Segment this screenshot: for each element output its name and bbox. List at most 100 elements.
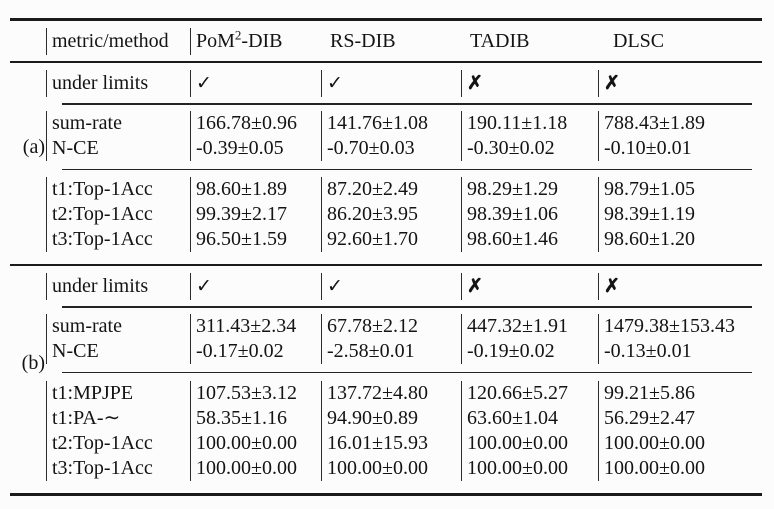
table-row: N-CE -0.39±0.05 -0.70±0.03 -0.30±0.02 -0… bbox=[46, 135, 774, 161]
section-label: (a) bbox=[22, 136, 45, 158]
value-cell: 92.60±1.70 bbox=[321, 227, 461, 252]
metric-cell: N-CE bbox=[46, 135, 190, 161]
column-header-metric-method: metric/method bbox=[46, 27, 190, 55]
check-icon: ✓ bbox=[321, 69, 461, 97]
value-cell: 94.90±0.89 bbox=[321, 406, 461, 431]
section-b-label-column: (b) bbox=[0, 266, 46, 493]
check-icon: ✓ bbox=[321, 272, 461, 300]
value-cell: -0.30±0.02 bbox=[461, 135, 598, 161]
value-cell: -0.10±0.01 bbox=[598, 135, 774, 161]
value-cell: 100.00±0.00 bbox=[190, 431, 321, 456]
value-cell: 1479.38±153.43 bbox=[598, 313, 774, 339]
value-cell: 166.78±0.96 bbox=[190, 110, 321, 136]
partial-rule bbox=[62, 371, 752, 373]
value-cell: 63.60±1.04 bbox=[461, 406, 598, 431]
metric-cell: t2:Top-1Acc bbox=[46, 202, 190, 227]
pose-metrics-group: t1:MPJPE 107.53±3.12 137.72±4.80 120.66±… bbox=[46, 373, 774, 493]
section-separator-rule bbox=[10, 264, 762, 266]
column-header-pom2-dib: PoM2-DIB bbox=[190, 27, 321, 55]
metric-cell: t1:PA-∼ bbox=[46, 406, 190, 431]
metric-cell: sum-rate bbox=[46, 313, 190, 339]
value-cell: 190.11±1.18 bbox=[461, 110, 598, 136]
value-cell: 120.66±5.27 bbox=[461, 381, 598, 406]
table-bottom-rule bbox=[10, 493, 762, 496]
value-cell: 788.43±1.89 bbox=[598, 110, 774, 136]
value-cell: 141.76±1.08 bbox=[321, 110, 461, 136]
metric-cell: sum-rate bbox=[46, 110, 190, 136]
value-cell: 98.79±1.05 bbox=[598, 177, 774, 202]
section-b: (b) under limits ✓ ✓ ✗ ✗ sum-rate 311.43… bbox=[0, 266, 774, 493]
table-row: t2:Top-1Acc 100.00±0.00 16.01±15.93 100.… bbox=[46, 431, 774, 456]
metric-cell: t2:Top-1Acc bbox=[46, 431, 190, 456]
table-row: t1:Top-1Acc 98.60±1.89 87.20±2.49 98.29±… bbox=[46, 177, 774, 202]
value-cell: -2.58±0.01 bbox=[321, 338, 461, 364]
value-cell: 107.53±3.12 bbox=[190, 381, 321, 406]
value-cell: -0.17±0.02 bbox=[190, 338, 321, 364]
cross-icon: ✗ bbox=[598, 272, 774, 300]
value-cell: -0.19±0.02 bbox=[461, 338, 598, 364]
cross-icon: ✗ bbox=[598, 69, 774, 97]
value-cell: 16.01±15.93 bbox=[321, 431, 461, 456]
table-row: t2:Top-1Acc 99.39±2.17 86.20±3.95 98.39±… bbox=[46, 202, 774, 227]
value-cell: 137.72±4.80 bbox=[321, 381, 461, 406]
value-cell: 86.20±3.95 bbox=[321, 202, 461, 227]
section-a-label-column: (a) bbox=[0, 63, 46, 264]
value-cell: -0.70±0.03 bbox=[321, 135, 461, 161]
column-header-rs-dib: RS-DIB bbox=[330, 29, 396, 52]
value-cell: 87.20±2.49 bbox=[321, 177, 461, 202]
under-limits-row: under limits ✓ ✓ ✗ ✗ bbox=[46, 266, 774, 306]
column-header-dlsc: DLSC bbox=[613, 29, 665, 52]
value-cell: 98.39±1.19 bbox=[598, 202, 774, 227]
section-label: (b) bbox=[21, 352, 45, 374]
table-row: sum-rate 166.78±0.96 141.76±1.08 190.11±… bbox=[46, 110, 774, 136]
table-header-row: metric/method PoM2-DIB RS-DIB TADIB DLSC bbox=[46, 21, 774, 61]
table-row: t3:Top-1Acc 96.50±1.59 92.60±1.70 98.60±… bbox=[46, 227, 774, 252]
value-cell: 96.50±1.59 bbox=[190, 227, 321, 252]
value-cell: 98.60±1.89 bbox=[190, 177, 321, 202]
value-cell: 98.39±1.06 bbox=[461, 202, 598, 227]
header-separator-rule bbox=[10, 61, 762, 63]
metric-cell: under limits bbox=[46, 69, 190, 97]
metric-cell: t1:MPJPE bbox=[46, 381, 190, 406]
metric-cell: N-CE bbox=[46, 338, 190, 364]
metric-cell: t1:Top-1Acc bbox=[46, 177, 190, 202]
cross-icon: ✗ bbox=[461, 272, 598, 300]
cross-icon: ✗ bbox=[461, 69, 598, 97]
partial-rule bbox=[62, 103, 752, 105]
metric-cell: under limits bbox=[46, 272, 190, 300]
section-a: (a) under limits ✓ ✓ ✗ ✗ sum-rate 166.78… bbox=[0, 63, 774, 264]
value-cell: 99.21±5.86 bbox=[598, 381, 774, 406]
value-cell: 311.43±2.34 bbox=[190, 313, 321, 339]
value-cell: 67.78±2.12 bbox=[321, 313, 461, 339]
value-cell: 56.29±2.47 bbox=[598, 406, 774, 431]
value-cell: -0.39±0.05 bbox=[190, 135, 321, 161]
column-header-tadib: TADIB bbox=[470, 29, 530, 52]
check-icon: ✓ bbox=[190, 69, 321, 97]
table-row: N-CE -0.17±0.02 -2.58±0.01 -0.19±0.02 -0… bbox=[46, 338, 774, 364]
partial-rule bbox=[62, 168, 752, 170]
value-cell: 100.00±0.00 bbox=[190, 456, 321, 481]
value-cell: 58.35±1.16 bbox=[190, 406, 321, 431]
value-cell: 100.00±0.00 bbox=[461, 456, 598, 481]
table-row: t1:PA-∼ 58.35±1.16 94.90±0.89 63.60±1.04… bbox=[46, 406, 774, 431]
metric-cell: t3:Top-1Acc bbox=[46, 456, 190, 481]
value-cell: 447.32±1.91 bbox=[461, 313, 598, 339]
table-row: t1:MPJPE 107.53±3.12 137.72±4.80 120.66±… bbox=[46, 381, 774, 406]
value-cell: 98.60±1.20 bbox=[598, 227, 774, 252]
partial-rule bbox=[62, 306, 752, 308]
value-cell: 99.39±2.17 bbox=[190, 202, 321, 227]
under-limits-row: under limits ✓ ✓ ✗ ✗ bbox=[46, 63, 774, 103]
value-cell: 100.00±0.00 bbox=[461, 431, 598, 456]
value-cell: 98.29±1.29 bbox=[461, 177, 598, 202]
value-cell: -0.13±0.01 bbox=[598, 338, 774, 364]
table-row: sum-rate 311.43±2.34 67.78±2.12 447.32±1… bbox=[46, 313, 774, 339]
metric-cell: t3:Top-1Acc bbox=[46, 227, 190, 252]
rate-metrics-group: sum-rate 311.43±2.34 67.78±2.12 447.32±1… bbox=[46, 308, 774, 372]
check-icon: ✓ bbox=[190, 272, 321, 300]
rate-metrics-group: sum-rate 166.78±0.96 141.76±1.08 190.11±… bbox=[46, 105, 774, 169]
value-cell: 100.00±0.00 bbox=[598, 456, 774, 481]
value-cell: 100.00±0.00 bbox=[598, 431, 774, 456]
value-cell: 98.60±1.46 bbox=[461, 227, 598, 252]
accuracy-metrics-group: t1:Top-1Acc 98.60±1.89 87.20±2.49 98.29±… bbox=[46, 170, 774, 264]
